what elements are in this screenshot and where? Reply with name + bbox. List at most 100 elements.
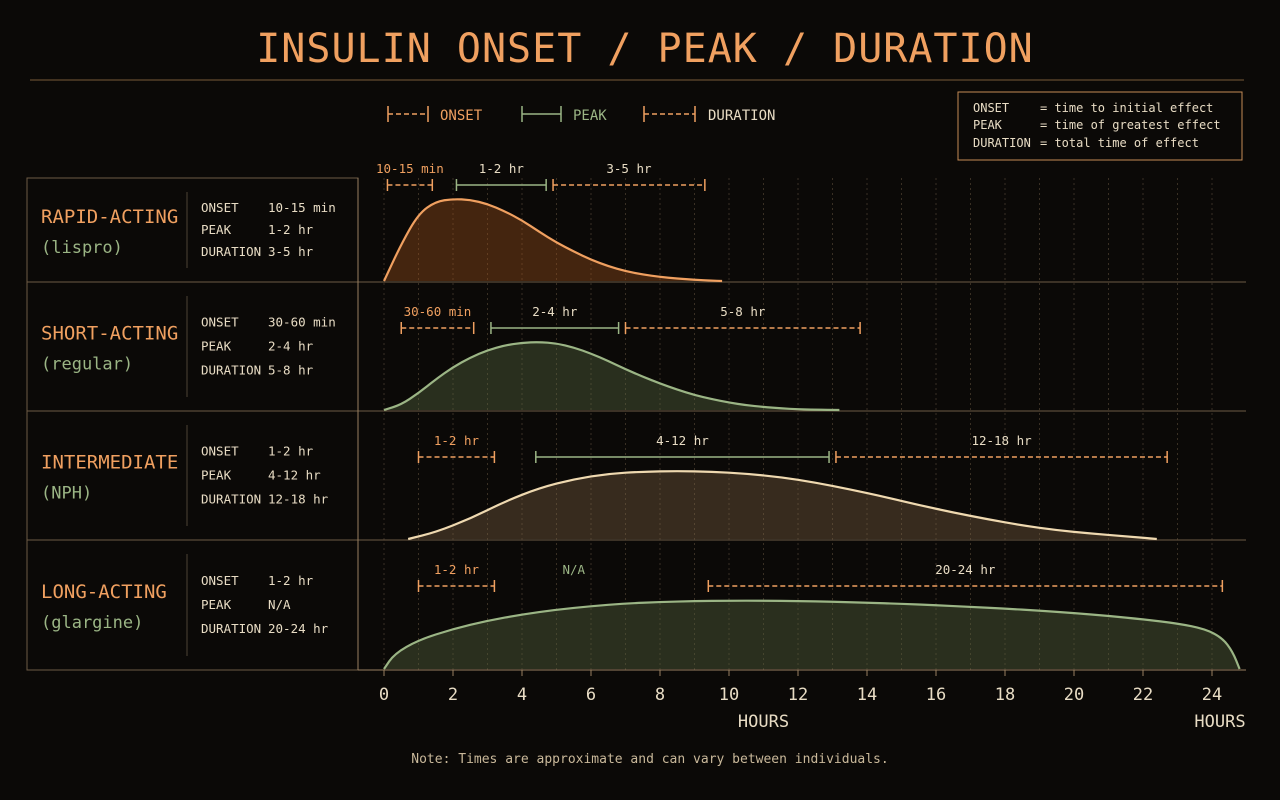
peak-bracket-label: 4-12 hr bbox=[656, 433, 709, 448]
definition-text-onset: = time to initial effect bbox=[1040, 101, 1213, 115]
row-label: ONSET bbox=[201, 573, 239, 588]
definition-term-peak: PEAK bbox=[973, 118, 1003, 132]
row-label: PEAK bbox=[201, 597, 232, 612]
definition-text-peak: = time of greatest effect bbox=[1040, 118, 1221, 132]
insulin-subname: (regular) bbox=[41, 355, 133, 375]
footnote: Note: Times are approximate and can vary… bbox=[411, 752, 888, 767]
row-value: 2-4 hr bbox=[268, 339, 314, 354]
row-value: 3-5 hr bbox=[268, 244, 314, 259]
x-axis-label-end: HOURS bbox=[1194, 712, 1245, 732]
insulin-rows: RAPID-ACTING (lispro) ONSET 10-15 min PEAK 1-… bbox=[27, 161, 1246, 671]
insulin-name: LONG-ACTING bbox=[41, 581, 167, 603]
insulin-row: RAPID-ACTING (lispro) ONSET 10-15 min PEAK 1-… bbox=[27, 161, 1246, 283]
x-tick-label: 8 bbox=[655, 685, 665, 705]
definitions-box: ONSET = time to initial effect PEAK = ti… bbox=[957, 91, 1243, 161]
x-tick-label: 10 bbox=[719, 685, 739, 705]
x-tick-label: 0 bbox=[379, 685, 389, 705]
onset-bracket-label: 1-2 hr bbox=[434, 562, 480, 577]
row-value: 1-2 hr bbox=[268, 573, 314, 588]
curve-line bbox=[383, 198, 723, 283]
row-label: ONSET bbox=[201, 444, 239, 459]
legend-duration-marker bbox=[643, 106, 696, 122]
curve-line bbox=[383, 341, 840, 412]
curve-area bbox=[408, 471, 1157, 539]
onset-bracket bbox=[400, 322, 475, 334]
curve-area bbox=[384, 600, 1240, 669]
row-label: PEAK bbox=[201, 339, 232, 354]
peak-bracket bbox=[490, 322, 620, 334]
insulin-subname: (NPH) bbox=[41, 484, 92, 504]
row-label: PEAK bbox=[201, 222, 232, 237]
insulin-name: SHORT-ACTING bbox=[41, 323, 178, 345]
duration-bracket bbox=[835, 451, 1168, 463]
curve-area bbox=[384, 199, 723, 281]
onset-bracket bbox=[386, 179, 434, 191]
insulin-row: LONG-ACTING (glargine) ONSET 1-2 hr PEAK N/A D… bbox=[27, 554, 1246, 671]
row-value: 5-8 hr bbox=[268, 363, 314, 378]
row-label: DURATION bbox=[201, 363, 261, 378]
peak-bracket-label: 2-4 hr bbox=[532, 304, 578, 319]
curve-area bbox=[384, 342, 840, 410]
insulin-row: INTERMEDIATE (NPH) ONSET 1-2 hr PEAK 4-12 hr D… bbox=[27, 425, 1246, 541]
onset-bracket bbox=[417, 451, 496, 463]
duration-bracket bbox=[552, 179, 706, 191]
legend-duration-label: DURATION bbox=[708, 108, 775, 124]
row-label: DURATION bbox=[201, 492, 261, 507]
row-label: DURATION bbox=[201, 621, 261, 636]
row-label: ONSET bbox=[201, 315, 239, 330]
x-tick-label: 12 bbox=[788, 685, 808, 705]
row-value: 20-24 hr bbox=[268, 621, 329, 636]
row-label: ONSET bbox=[201, 200, 239, 215]
row-value: 1-2 hr bbox=[268, 444, 314, 459]
row-value: 4-12 hr bbox=[268, 468, 321, 483]
definition-term-onset: ONSET bbox=[973, 101, 1009, 115]
legend-peak-marker bbox=[521, 106, 562, 122]
x-tick-label: 6 bbox=[586, 685, 596, 705]
row-value: 10-15 min bbox=[268, 200, 336, 215]
duration-bracket-label: 5-8 hr bbox=[720, 304, 766, 319]
row-label: PEAK bbox=[201, 468, 232, 483]
x-tick-label: 24 bbox=[1202, 685, 1222, 705]
onset-bracket-label: 1-2 hr bbox=[434, 433, 480, 448]
onset-bracket-label: 10-15 min bbox=[376, 161, 444, 176]
row-value: 30-60 min bbox=[268, 315, 336, 330]
legend-onset-marker bbox=[387, 106, 429, 122]
duration-bracket bbox=[624, 322, 861, 334]
insulin-name: RAPID-ACTING bbox=[41, 206, 178, 228]
x-axis-label: HOURS bbox=[738, 712, 789, 732]
peak-bracket bbox=[455, 179, 547, 191]
row-value: 1-2 hr bbox=[268, 222, 314, 237]
insulin-subname: (lispro) bbox=[41, 238, 123, 258]
page-title: INSULIN ONSET / PEAK / DURATION bbox=[256, 26, 1034, 72]
grid bbox=[383, 178, 1213, 670]
x-tick-label: 2 bbox=[448, 685, 458, 705]
definition-text-duration: = total time of effect bbox=[1040, 136, 1199, 150]
duration-bracket-label: 12-18 hr bbox=[971, 433, 1032, 448]
onset-bracket bbox=[417, 580, 496, 592]
x-tick-label: 14 bbox=[857, 685, 877, 705]
curve-line bbox=[383, 599, 1241, 670]
duration-bracket-label: 20-24 hr bbox=[935, 562, 996, 577]
row-value: 12-18 hr bbox=[268, 492, 329, 507]
x-tick-label: 22 bbox=[1133, 685, 1153, 705]
row-label: DURATION bbox=[201, 244, 261, 259]
duration-bracket-label: 3-5 hr bbox=[606, 161, 652, 176]
peak-bracket bbox=[535, 451, 830, 463]
x-tick-label: 16 bbox=[926, 685, 946, 705]
definition-term-duration: DURATION bbox=[973, 136, 1031, 150]
peak-bracket-label: N/A bbox=[562, 562, 585, 577]
legend: ONSET PEAK DURATION bbox=[387, 106, 775, 124]
insulin-name: INTERMEDIATE bbox=[41, 452, 178, 474]
legend-onset-label: ONSET bbox=[440, 108, 483, 124]
insulin-subname: (glargine) bbox=[41, 613, 143, 633]
legend-peak-label: PEAK bbox=[573, 108, 607, 124]
onset-bracket-label: 30-60 min bbox=[404, 304, 472, 319]
x-tick-label: 20 bbox=[1064, 685, 1084, 705]
duration-bracket bbox=[707, 580, 1224, 592]
row-value: N/A bbox=[268, 597, 291, 612]
peak-bracket-label: 1-2 hr bbox=[479, 161, 525, 176]
insulin-row: SHORT-ACTING (regular) ONSET 30-60 min PEAK 2… bbox=[27, 296, 1246, 412]
curve-line bbox=[407, 470, 1157, 541]
